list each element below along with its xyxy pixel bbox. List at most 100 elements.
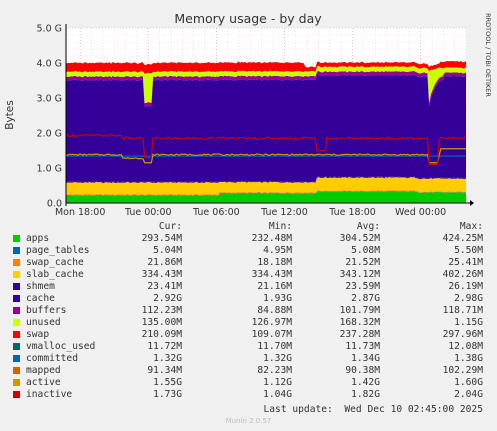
- header-avg: Avg:: [356, 221, 380, 232]
- legend-cur: 91.34M: [147, 365, 182, 376]
- legend-min: 334.43M: [251, 269, 292, 280]
- legend-row-unused: unused 135.00M 126.97M 168.32M 1.15G: [0, 317, 497, 329]
- legend-cur: 11.72M: [147, 341, 182, 352]
- legend-swatch: [13, 247, 20, 254]
- legend-name: swap_cache: [26, 257, 84, 268]
- legend-max: 2.98G: [454, 293, 483, 304]
- legend-cur: 2.92G: [153, 293, 182, 304]
- legend-name: swap: [26, 329, 50, 340]
- legend-table: Cur: Min: Avg: Max: apps 293.54M 232.48M 30…: [0, 221, 497, 421]
- y-tick-label: 0.0: [47, 199, 62, 210]
- rrdtool-watermark: RRDTOOL / TOBI OETIKER: [484, 13, 492, 97]
- legend-swatch: [13, 283, 20, 290]
- x-tick-labels: Mon 18:00 Tue 00:00 Tue 06:00 Tue 12:00 Tue …: [55, 207, 446, 218]
- legend-swatch: [13, 319, 20, 326]
- legend-name: active: [26, 377, 61, 388]
- x-tick-label: Tue 00:00: [124, 207, 172, 218]
- legend-cur: 135.00M: [141, 317, 182, 328]
- x-axis-arrow: [470, 200, 474, 206]
- legend-avg: 90.38M: [345, 365, 380, 376]
- legend-avg: 168.32M: [339, 317, 380, 328]
- legend-cur: 112.23M: [141, 305, 182, 316]
- legend-avg: 343.12M: [339, 269, 380, 280]
- munin-version: Munin 2.0.57: [225, 417, 272, 425]
- y-tick-label: 2.0 G: [37, 129, 63, 140]
- chart-title: Memory usage - by day: [174, 11, 322, 26]
- legend-row-vmalloc-used: vmalloc_used 11.72M 11.70M 11.73M 12.08M: [0, 341, 497, 353]
- legend-min: 1.12G: [263, 377, 292, 388]
- legend-max: 1.38G: [454, 353, 483, 364]
- area-swap: [66, 60, 466, 74]
- y-tick-label: 3.0 G: [37, 94, 63, 105]
- legend-swatch: [13, 355, 20, 362]
- legend-avg: 2.87G: [351, 293, 380, 304]
- legend-name: inactive: [26, 389, 73, 400]
- legend-cur: 23.41M: [147, 281, 182, 292]
- legend-swatch: [13, 259, 20, 266]
- legend-max: 1.15G: [454, 317, 483, 328]
- legend-max: 297.96M: [442, 329, 483, 340]
- legend-row-shmem: shmem 23.41M 21.16M 23.59M 26.19M: [0, 281, 497, 293]
- legend-cur: 210.09M: [141, 329, 182, 340]
- last-update: Last update: Wed Dec 10 02:45:00 2025: [263, 404, 484, 415]
- x-tick-label: Tue 06:00: [192, 207, 240, 218]
- legend-row-buffers: buffers 112.23M 84.88M 101.79M 118.71M: [0, 305, 497, 317]
- legend-max: 118.71M: [442, 305, 483, 316]
- legend-swatch: [13, 367, 20, 374]
- legend-min: 21.16M: [257, 281, 292, 292]
- legend-max: 424.25M: [442, 233, 483, 244]
- legend-row-slab-cache: slab_cache 334.43M 334.43M 343.12M 402.26M: [0, 269, 497, 281]
- legend-cur: 334.43M: [141, 269, 182, 280]
- axes: [65, 24, 474, 206]
- legend-name: shmem: [26, 281, 55, 292]
- legend-name: apps: [26, 233, 50, 244]
- legend-row-cache: cache 2.92G 1.93G 2.87G 2.98G: [0, 293, 497, 305]
- legend-avg: 5.08M: [351, 245, 380, 256]
- line-active: [65, 148, 466, 164]
- area-shmem: [66, 176, 466, 184]
- legend-min: 18.18M: [257, 257, 292, 268]
- area-cache: [66, 74, 466, 183]
- x-tick-label: Wed 00:00: [395, 207, 446, 218]
- legend-avg: 237.28M: [339, 329, 380, 340]
- legend-name: mapped: [26, 365, 61, 376]
- legend-avg: 1.82G: [351, 389, 380, 400]
- legend-max: 102.29M: [442, 365, 483, 376]
- legend-swatch: [13, 331, 20, 338]
- legend-max: 5.50M: [454, 245, 483, 256]
- area-swap-cache: [66, 190, 466, 196]
- legend-name: buffers: [26, 305, 67, 316]
- legend-min: 1.93G: [263, 293, 292, 304]
- y-axis-label: Bytes: [4, 100, 16, 129]
- legend-swatch: [13, 235, 20, 242]
- stacked-areas: [66, 60, 466, 203]
- legend-name: cache: [26, 293, 55, 304]
- x-tick-label: Mon 18:00: [55, 207, 105, 218]
- legend-min: 4.95M: [263, 245, 292, 256]
- legend-min: 82.23M: [257, 365, 292, 376]
- legend-cur: 1.55G: [153, 377, 182, 388]
- legend-cur: 293.54M: [141, 233, 182, 244]
- area-apps: [66, 190, 466, 203]
- legend-min: 232.48M: [251, 233, 292, 244]
- legend-cur: 1.73G: [153, 389, 182, 400]
- legend-name: unused: [26, 317, 61, 328]
- legend-max: 2.04G: [454, 389, 483, 400]
- area-unused: [66, 65, 466, 104]
- legend-avg: 23.59M: [345, 281, 380, 292]
- x-tick-label: Tue 18:00: [328, 207, 376, 218]
- legend-swatch: [13, 379, 20, 386]
- legend-min: 1.04G: [263, 389, 292, 400]
- legend-header-row: Cur: Min: Avg: Max:: [0, 221, 497, 233]
- header-max: Max:: [459, 221, 483, 232]
- legend-min: 84.88M: [257, 305, 292, 316]
- legend-swatch: [13, 391, 20, 398]
- legend-cur: 1.32G: [153, 353, 182, 364]
- y-tick-label: 4.0 G: [37, 59, 63, 70]
- legend-name: vmalloc_used: [26, 341, 96, 352]
- legend-avg: 1.34G: [351, 353, 380, 364]
- legend-cur: 21.86M: [147, 257, 182, 268]
- legend-row-active: active 1.55G 1.12G 1.42G 1.60G: [0, 377, 497, 389]
- legend-swatch: [13, 307, 20, 314]
- y-tick-label: 1.0 G: [37, 164, 63, 175]
